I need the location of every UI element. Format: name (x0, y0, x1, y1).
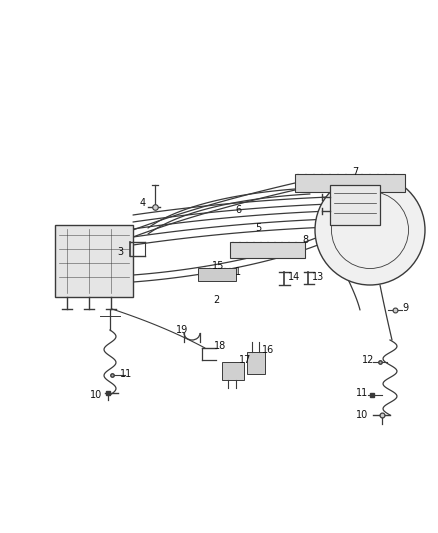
Circle shape (315, 175, 425, 285)
Text: 16: 16 (262, 345, 274, 355)
Text: 4: 4 (140, 198, 146, 208)
FancyBboxPatch shape (295, 174, 405, 192)
FancyBboxPatch shape (222, 362, 244, 380)
Text: 15: 15 (212, 261, 224, 271)
Text: 10: 10 (90, 390, 102, 400)
FancyBboxPatch shape (330, 185, 380, 225)
Text: 9: 9 (402, 303, 408, 313)
Text: 7: 7 (352, 167, 358, 177)
Text: 2: 2 (213, 295, 219, 305)
Text: 12: 12 (362, 355, 374, 365)
FancyBboxPatch shape (247, 352, 265, 374)
Text: 5: 5 (255, 223, 261, 233)
Text: 11: 11 (356, 388, 368, 398)
Text: 6: 6 (235, 205, 241, 215)
Text: 17: 17 (239, 355, 251, 365)
FancyBboxPatch shape (230, 242, 305, 258)
Text: 13: 13 (312, 272, 324, 282)
Text: 8: 8 (302, 235, 308, 245)
Text: 14: 14 (288, 272, 300, 282)
Text: 10: 10 (356, 410, 368, 420)
FancyBboxPatch shape (55, 225, 133, 297)
Text: 11: 11 (120, 369, 132, 379)
Text: 19: 19 (176, 325, 188, 335)
Text: 1: 1 (235, 267, 241, 277)
Text: 3: 3 (117, 247, 123, 257)
FancyBboxPatch shape (198, 268, 236, 281)
Text: 18: 18 (214, 341, 226, 351)
